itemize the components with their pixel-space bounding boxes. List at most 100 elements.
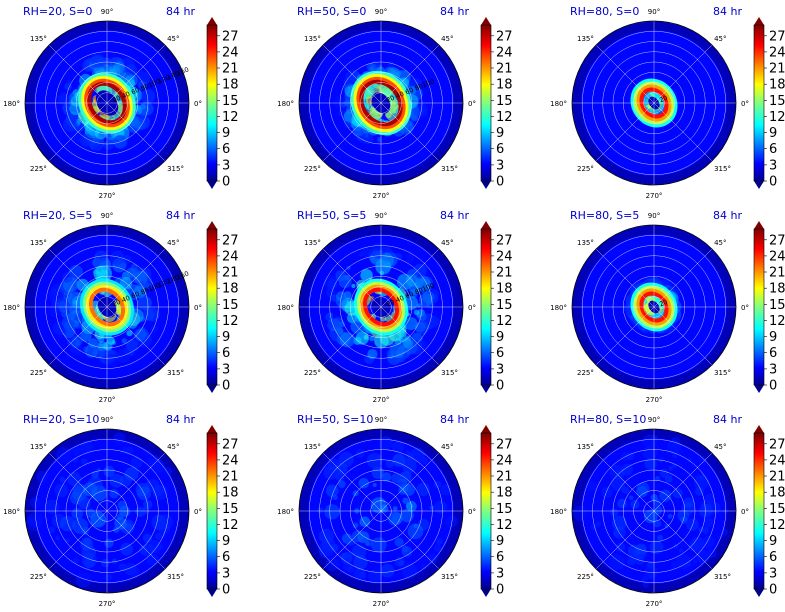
colorbar-extend-min <box>754 385 764 393</box>
colorbar-tick-label: 0 <box>496 175 504 190</box>
radial-tick-label: 20 <box>658 94 669 105</box>
panel-title: RH=20, S=5 <box>23 209 92 222</box>
colorbar-extend-min <box>481 181 491 189</box>
theta-tick-label: 0° <box>468 304 476 312</box>
colorbar-tick-label: 9 <box>496 534 504 549</box>
colorbar-gradient <box>481 229 491 385</box>
rain-cell <box>352 126 362 136</box>
colorbar-tick-label: 9 <box>769 126 777 141</box>
theta-tick-label: 225° <box>577 165 594 173</box>
colorbar-extend-min <box>481 589 491 597</box>
radial-tick-label: 80 <box>414 82 425 93</box>
rain-cell <box>401 563 418 579</box>
rain-cell <box>64 320 76 333</box>
colorbar-tick-label: 9 <box>222 534 230 549</box>
theta-tick-label: 180° <box>277 304 294 312</box>
rain-cell <box>616 542 626 553</box>
theta-tick-label: 225° <box>304 573 321 581</box>
rain-cell <box>103 341 113 351</box>
colorbar-tick-label: 15 <box>222 298 239 313</box>
rain-cell <box>411 107 421 117</box>
rain-cell <box>702 526 710 534</box>
rain-cell <box>381 252 392 263</box>
rain-cell <box>720 528 729 537</box>
colorbar-tick-label: 21 <box>222 62 239 77</box>
theta-tick-label: 0° <box>741 100 749 108</box>
rain-cell <box>137 70 149 82</box>
theta-tick-label: 315° <box>441 573 458 581</box>
colorbar-tick-label: 6 <box>769 142 777 157</box>
colorbar-tick-label: 6 <box>496 142 504 157</box>
rain-cell <box>394 537 404 547</box>
theta-tick-label: 135° <box>304 239 321 247</box>
rain-cell <box>113 526 120 533</box>
theta-tick-label: 45° <box>714 443 726 451</box>
rain-cell <box>56 447 72 463</box>
colorbar-tick-label: 21 <box>496 62 513 77</box>
rain-cell <box>413 523 418 529</box>
rain-cell <box>101 558 110 568</box>
theta-tick-label: 90° <box>375 8 387 16</box>
rain-cell <box>420 451 426 457</box>
rain-cell <box>693 474 710 490</box>
colorbar-gradient <box>481 25 491 181</box>
panel-title: RH=20, S=0 <box>23 5 92 18</box>
rain-cell <box>337 480 346 489</box>
colorbar-tick-label: 24 <box>769 45 785 60</box>
rain-cell <box>644 565 658 579</box>
rain-cell <box>90 54 105 69</box>
polar-grid <box>24 20 190 186</box>
rain-cell <box>57 92 71 105</box>
rain-cell <box>392 506 398 511</box>
rain-cell <box>722 508 729 515</box>
rain-cell <box>324 504 340 520</box>
theta-tick-label: 0° <box>194 304 202 312</box>
rain-cell <box>633 545 648 560</box>
rain-cell <box>617 498 627 509</box>
theta-tick-label: 45° <box>167 443 179 451</box>
theta-tick-label: 270° <box>373 396 390 404</box>
rain-cell <box>59 515 76 532</box>
colorbar-tick-label: 21 <box>769 266 785 281</box>
theta-tick-label: 270° <box>373 600 390 608</box>
colorbar-extend-max <box>207 425 217 433</box>
colorbar-tick-label: 27 <box>769 29 785 44</box>
rain-cell <box>420 563 427 570</box>
rain-cell <box>112 432 126 445</box>
colorbar-tick-label: 15 <box>496 298 513 313</box>
rain-cell <box>672 488 683 499</box>
rain-cell <box>111 340 116 345</box>
colorbar-extend-max <box>754 221 764 229</box>
theta-tick-label: 225° <box>304 165 321 173</box>
rain-cell <box>66 337 76 347</box>
rain-cell <box>436 538 443 545</box>
colorbar-extend-min <box>207 181 217 189</box>
theta-tick-label: 315° <box>714 165 731 173</box>
rain-cell <box>116 513 124 521</box>
rain-cell <box>317 507 324 514</box>
theta-tick-label: 225° <box>577 573 594 581</box>
colorbar-tick-label: 24 <box>222 45 239 60</box>
rain-cell <box>97 267 102 272</box>
rain-cell <box>351 283 356 289</box>
theta-tick-label: 135° <box>577 443 594 451</box>
rain-cell <box>326 322 333 329</box>
theta-tick-label: 315° <box>714 369 731 377</box>
rain-cell <box>48 287 64 303</box>
theta-tick-label: 45° <box>714 35 726 43</box>
theta-tick-label: 270° <box>99 600 116 608</box>
colorbar-tick-label: 15 <box>769 298 785 313</box>
panel-time: 84 hr <box>713 413 742 426</box>
rain-cell <box>341 552 353 564</box>
rain-cell <box>358 477 370 489</box>
colorbar-tick-label: 18 <box>496 486 513 501</box>
theta-tick-label: 90° <box>101 212 113 220</box>
rain-cell <box>427 553 438 564</box>
rain-cell <box>440 484 452 496</box>
radial-tick-label: 80 <box>414 286 425 297</box>
rain-cell <box>77 496 91 510</box>
rain-cell <box>696 550 710 563</box>
colorbar-tick-label: 27 <box>496 437 513 452</box>
colorbar-tick-label: 24 <box>222 249 239 264</box>
